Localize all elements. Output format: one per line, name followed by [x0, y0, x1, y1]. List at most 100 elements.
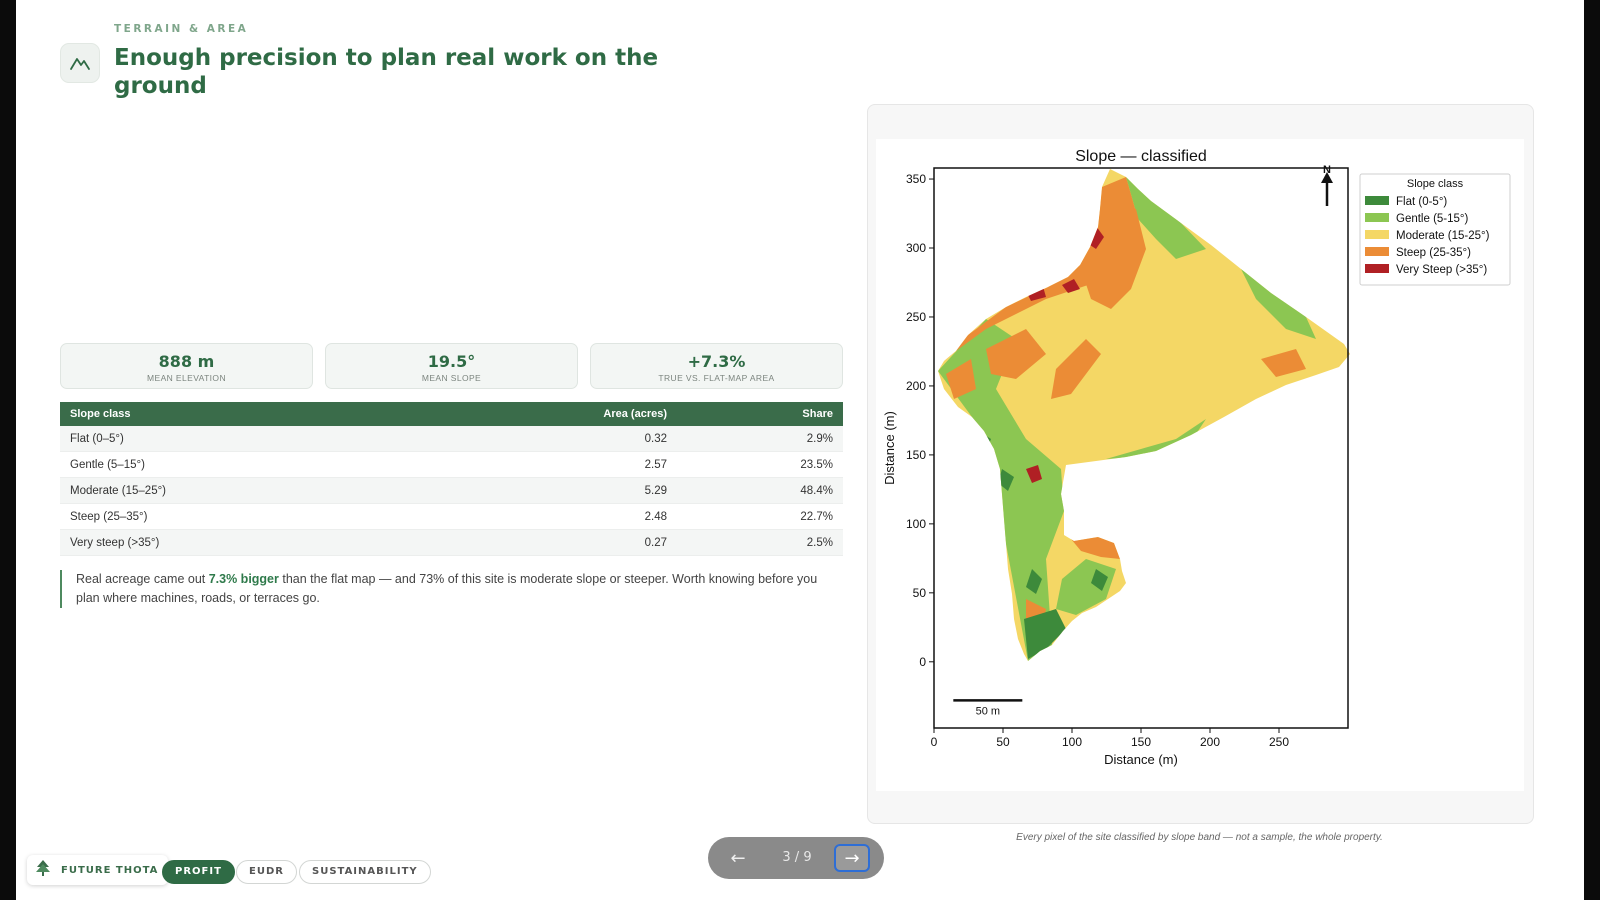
- scale-bar-label: 50 m: [976, 705, 1000, 717]
- table-cell: Gentle (5–15°): [60, 451, 517, 478]
- x-tick-label: 150: [1131, 735, 1151, 749]
- legend-label: Flat (0-5°): [1396, 196, 1447, 208]
- table-row: Gentle (5–15°) 2.57 23.5%: [60, 451, 843, 478]
- legend-swatch: [1365, 230, 1389, 239]
- slide: TERRAIN & AREA Enough precision to plan …: [16, 0, 1584, 900]
- note-highlight: 7.3% bigger: [208, 572, 279, 586]
- legend-label: Moderate (15-25°): [1396, 230, 1490, 242]
- gentle-slope-area: [1126, 177, 1206, 259]
- brand-name: FUTURE THOTA: [61, 864, 159, 876]
- column-header: Slope class: [60, 402, 517, 426]
- table-header-row: Slope class Area (acres) Share: [60, 402, 843, 426]
- legend-box: [1359, 173, 1511, 286]
- stat-value: 19.5°: [427, 352, 476, 371]
- insight-note: Real acreage came out 7.3% bigger than t…: [60, 570, 836, 608]
- tab-sustainability[interactable]: SUSTAINABILITY: [299, 860, 431, 884]
- section-label: TERRAIN & AREA: [114, 23, 249, 35]
- table-cell: 22.7%: [677, 503, 843, 530]
- stat-value: +7.3%: [687, 352, 746, 371]
- north-label: N: [1323, 164, 1331, 176]
- tab-eudr[interactable]: EUDR: [236, 860, 297, 884]
- table-cell: 48.4%: [677, 477, 843, 504]
- table-cell: 5.29: [517, 477, 677, 504]
- x-tick-label: 200: [1200, 735, 1220, 749]
- y-tick-label: 150: [906, 448, 926, 462]
- table-row: Steep (25–35°) 2.48 22.7%: [60, 503, 843, 530]
- slope-table: Slope class Area (acres) Share Flat (0–5…: [60, 402, 843, 556]
- gentle-slope-area: [1241, 269, 1316, 339]
- stat-card-elevation: 888 m MEAN ELEVATION: [60, 343, 313, 389]
- table-cell: 23.5%: [677, 451, 843, 478]
- steep-slope-area: [986, 329, 1046, 379]
- y-tick-label: 250: [906, 310, 926, 324]
- tab-profit[interactable]: PROFIT: [162, 860, 235, 884]
- table-row: Very steep (>35°) 0.27 2.5%: [60, 529, 843, 556]
- table-cell: Very steep (>35°): [60, 529, 517, 556]
- very-steep-slope-area: [1062, 279, 1080, 293]
- stat-label: TRUE VS. FLAT-MAP AREA: [658, 373, 775, 383]
- slope-map-chart: Slope — classified 0 50 100 150 200 250 0 50 100 1…: [882, 148, 1511, 767]
- note-text: than the flat map — and 73% of this site…: [76, 572, 818, 605]
- x-tick-label: 0: [931, 735, 938, 749]
- flat-slope-area: [1091, 569, 1108, 591]
- brand-chip[interactable]: FUTURE THOTA: [27, 855, 169, 885]
- y-axis-label: Distance (m): [882, 411, 897, 485]
- previous-slide-button[interactable]: ←: [720, 844, 756, 872]
- y-tick-label: 350: [906, 172, 926, 186]
- table-cell: Flat (0–5°): [60, 426, 517, 452]
- note-text: Real acreage came out: [76, 572, 209, 586]
- chart-card: Slope — classified 0 50 100 150 200 250 0 50 100 1…: [867, 104, 1534, 824]
- table-cell: 2.5%: [677, 529, 843, 556]
- mountain-icon: [60, 43, 100, 83]
- north-arrow-head: [1321, 172, 1333, 183]
- tree-logo-icon: [33, 858, 53, 883]
- table-cell: 2.48: [517, 503, 677, 530]
- stat-value: 888 m: [158, 352, 215, 371]
- next-slide-button[interactable]: →: [834, 844, 870, 872]
- x-tick-label: 250: [1269, 735, 1289, 749]
- table-cell: 0.32: [517, 426, 677, 452]
- column-header: Area (acres): [517, 402, 677, 426]
- x-axis-label: Distance (m): [1104, 752, 1178, 767]
- legend-swatch: [1365, 264, 1389, 273]
- table-cell: 2.57: [517, 451, 677, 478]
- stats-row: 888 m MEAN ELEVATION 19.5° MEAN SLOPE +7…: [60, 343, 843, 389]
- y-tick-label: 300: [906, 241, 926, 255]
- y-tick-label: 50: [913, 586, 927, 600]
- steep-slope-area: [1081, 199, 1146, 309]
- legend-label: Gentle (5-15°): [1396, 213, 1469, 225]
- flat-slope-area: [1026, 569, 1042, 594]
- column-header: Share: [677, 402, 843, 426]
- table-row: Flat (0–5°) 0.32 2.9%: [60, 426, 843, 452]
- stat-card-area: +7.3% TRUE VS. FLAT-MAP AREA: [590, 343, 843, 389]
- gentle-slope-area: [1062, 201, 1096, 219]
- legend-label: Very Steep (>35°): [1396, 264, 1487, 276]
- chart-caption: Every pixel of the site classified by sl…: [1016, 832, 1383, 843]
- table-cell: 2.9%: [677, 426, 843, 452]
- chart-panel: Slope — classified 0 50 100 150 200 250 0 50 100 1…: [876, 139, 1524, 791]
- stat-label: MEAN SLOPE: [421, 373, 482, 383]
- x-tick-label: 50: [996, 735, 1010, 749]
- legend-swatch: [1365, 247, 1389, 256]
- slide-pager: ← 3 / 9 →: [708, 837, 884, 879]
- legend-label: Steep (25-35°): [1396, 247, 1471, 259]
- x-tick-label: 100: [1062, 735, 1082, 749]
- flat-slope-area: [998, 469, 1014, 491]
- legend-title: Slope class: [1407, 178, 1464, 190]
- steep-slope-area: [1071, 537, 1120, 559]
- table-row: Moderate (15–25°) 5.29 48.4%: [60, 477, 843, 504]
- table-cell: Moderate (15–25°): [60, 477, 517, 504]
- y-tick-label: 0: [919, 655, 926, 669]
- y-tick-label: 100: [906, 517, 926, 531]
- steep-slope-area: [1051, 339, 1101, 399]
- chart-title: Slope — classified: [1075, 148, 1207, 165]
- very-steep-slope-area: [1026, 465, 1042, 483]
- table-cell: Steep (25–35°): [60, 503, 517, 530]
- stat-label: MEAN ELEVATION: [147, 373, 226, 383]
- page-title: Enough precision to plan real work on th…: [114, 45, 659, 99]
- steep-slope-area: [946, 359, 976, 399]
- legend-swatch: [1365, 213, 1389, 222]
- legend-swatch: [1365, 196, 1389, 205]
- stat-card-slope: 19.5° MEAN SLOPE: [325, 343, 578, 389]
- page-counter: 3 / 9: [782, 850, 812, 865]
